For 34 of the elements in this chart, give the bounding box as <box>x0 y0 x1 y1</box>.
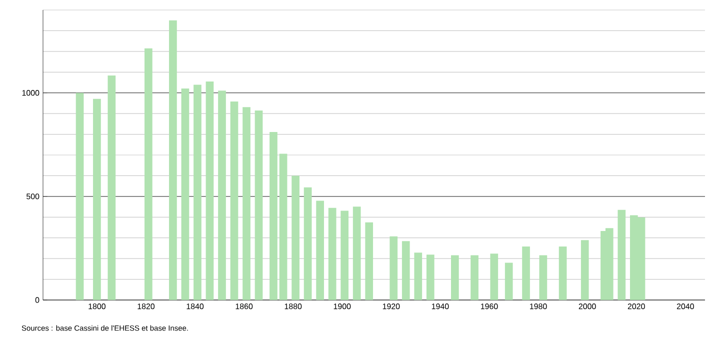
bar <box>206 81 214 300</box>
bar <box>539 255 548 300</box>
bar <box>450 255 459 300</box>
bar <box>270 132 278 300</box>
bar <box>352 206 361 300</box>
bar <box>558 246 567 300</box>
bar <box>144 48 152 300</box>
bar <box>328 208 336 300</box>
bar <box>230 102 238 300</box>
bar <box>522 246 530 300</box>
bar <box>504 262 513 300</box>
bar <box>402 241 410 300</box>
bar <box>292 176 300 300</box>
bar <box>490 254 498 300</box>
bar <box>76 92 84 300</box>
bar <box>108 75 116 300</box>
bar <box>279 154 288 300</box>
bar <box>218 90 226 300</box>
bar <box>181 88 190 300</box>
bar <box>618 210 626 300</box>
bar <box>93 98 101 300</box>
bar <box>470 255 478 300</box>
bar <box>426 254 434 300</box>
bar <box>304 187 312 300</box>
bar <box>316 200 324 300</box>
bar <box>365 222 374 300</box>
bar <box>580 240 589 300</box>
bar <box>254 110 263 300</box>
bar <box>340 210 349 300</box>
bar <box>242 107 250 300</box>
bar <box>194 84 202 300</box>
bar <box>390 236 398 300</box>
bar <box>414 252 422 300</box>
bar <box>169 20 177 300</box>
